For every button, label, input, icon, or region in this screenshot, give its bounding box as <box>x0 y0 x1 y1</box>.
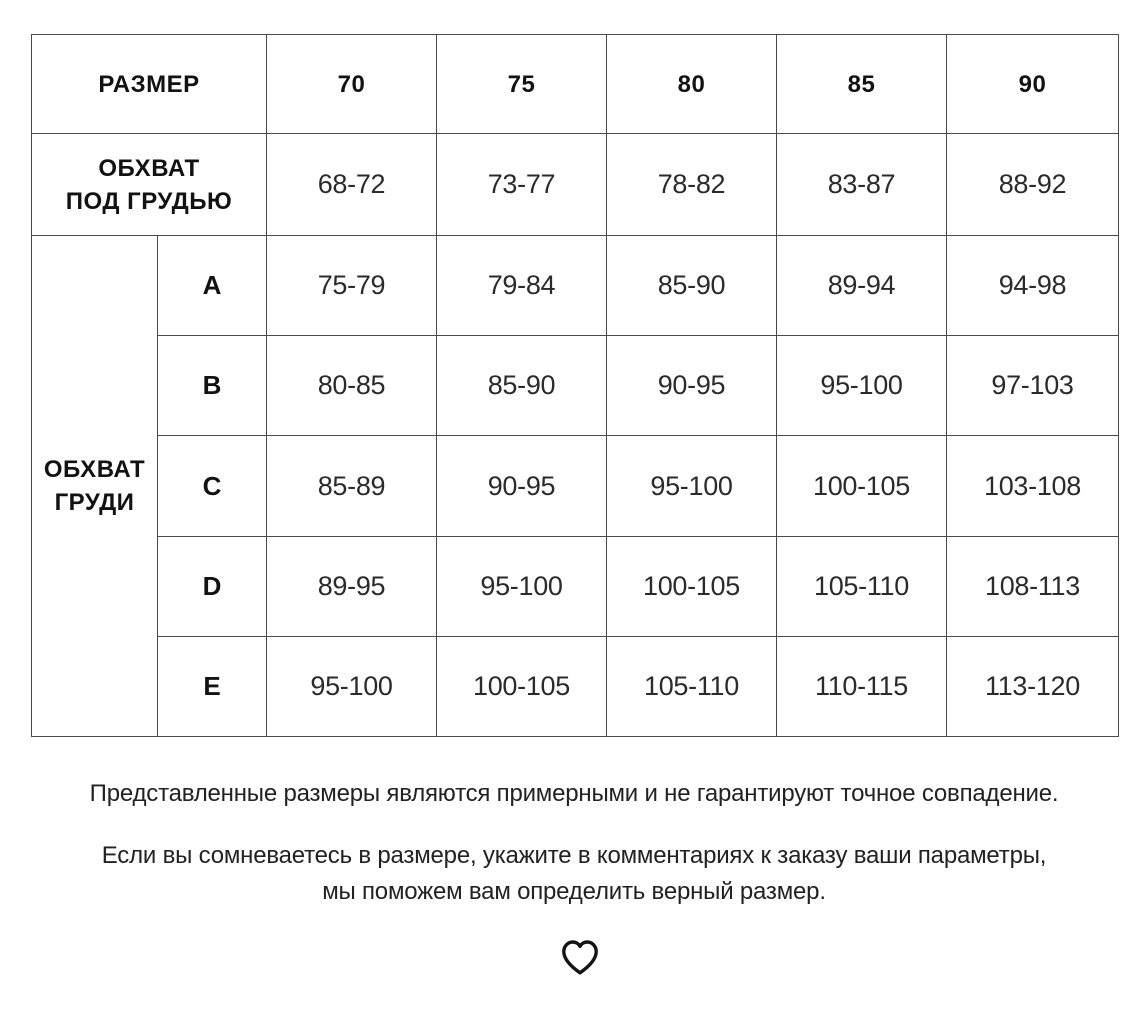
bust-cell: 97-103 <box>946 335 1119 436</box>
bust-cell: 90-95 <box>606 335 777 436</box>
bust-cell: 95-100 <box>266 636 437 737</box>
disclaimer-text: Представленные размеры являются примерны… <box>89 780 1059 807</box>
size-column-header: 80 <box>606 34 777 134</box>
cup-letter-cell: E <box>157 636 267 737</box>
size-column-header: 90 <box>946 34 1119 134</box>
help-text: Если вы сомневаетесь в размере, укажите … <box>0 838 1148 910</box>
bust-cell: 94-98 <box>946 235 1119 336</box>
size-chart-table: РАЗМЕР 70 75 80 85 90 ОБХВАТ ПОД ГРУДЬЮ … <box>31 34 1119 737</box>
size-column-header: 75 <box>436 34 607 134</box>
underbust-cell: 73-77 <box>436 133 607 236</box>
bust-cell: 110-115 <box>776 636 947 737</box>
underbust-cell: 88-92 <box>946 133 1119 236</box>
table-row-cup-a: ОБХВАТ ГРУДИ A 75-79 79-84 85-90 89-94 9… <box>31 235 1119 737</box>
underbust-label-line2: ПОД ГРУДЬЮ <box>65 187 233 215</box>
bust-cell: 105-110 <box>776 536 947 637</box>
table-row-cup-e: E 95-100 100-105 105-110 110-115 113-120 <box>32 636 1119 737</box>
bust-cell: 75-79 <box>266 235 437 336</box>
cup-letter-cell: A <box>157 235 267 336</box>
size-column-header: 85 <box>776 34 947 134</box>
bust-cell: 100-105 <box>606 536 777 637</box>
bust-cell: 100-105 <box>776 435 947 537</box>
size-label: РАЗМЕР <box>98 70 200 98</box>
underbust-cell: 68-72 <box>266 133 437 236</box>
bust-cell: 113-120 <box>946 636 1119 737</box>
bust-cell: 85-89 <box>266 435 437 537</box>
cup-letter-cell: C <box>157 435 267 537</box>
bust-cell: 79-84 <box>436 235 607 336</box>
bust-cell: 103-108 <box>946 435 1119 537</box>
table-row-cup-d: D 89-95 95-100 100-105 105-110 108-113 <box>32 536 1119 637</box>
size-header-cell: РАЗМЕР <box>31 34 267 134</box>
bust-cell: 90-95 <box>436 435 607 537</box>
table-row-header: РАЗМЕР 70 75 80 85 90 <box>31 34 1119 134</box>
heart-icon <box>556 932 604 980</box>
bust-cell: 95-100 <box>776 335 947 436</box>
bust-cell: 85-90 <box>606 235 777 336</box>
table-row-cup-b: B 80-85 85-90 90-95 95-100 97-103 <box>32 335 1119 436</box>
bust-cell: 100-105 <box>436 636 607 737</box>
bust-cell: 85-90 <box>436 335 607 436</box>
table-row-cup-c: C 85-89 90-95 95-100 100-105 103-108 <box>32 435 1119 537</box>
underbust-label-line1: ОБХВАТ <box>98 154 200 182</box>
underbust-cell: 78-82 <box>606 133 777 236</box>
bust-cell: 89-94 <box>776 235 947 336</box>
size-column-header: 70 <box>266 34 437 134</box>
bust-cell: 108-113 <box>946 536 1119 637</box>
bust-cell: 105-110 <box>606 636 777 737</box>
underbust-header-cell: ОБХВАТ ПОД ГРУДЬЮ <box>31 133 267 236</box>
help-text-line2: мы поможем вам определить верный размер. <box>322 878 826 905</box>
bust-cell: 95-100 <box>436 536 607 637</box>
bust-label-line2: ГРУДИ <box>54 489 135 516</box>
bust-header-cell: ОБХВАТ ГРУДИ <box>31 235 158 737</box>
cup-letter-cell: D <box>157 536 267 637</box>
bust-cell: 80-85 <box>266 335 437 436</box>
help-text-line1: Если вы сомневаетесь в размере, укажите … <box>101 842 1047 869</box>
cup-letter-cell: B <box>157 335 267 436</box>
underbust-cell: 83-87 <box>776 133 947 236</box>
bust-cell: 89-95 <box>266 536 437 637</box>
bust-label-line1: ОБХВАТ <box>43 456 146 483</box>
bust-cell: 95-100 <box>606 435 777 537</box>
table-row-underbust: ОБХВАТ ПОД ГРУДЬЮ 68-72 73-77 78-82 83-8… <box>31 133 1119 236</box>
